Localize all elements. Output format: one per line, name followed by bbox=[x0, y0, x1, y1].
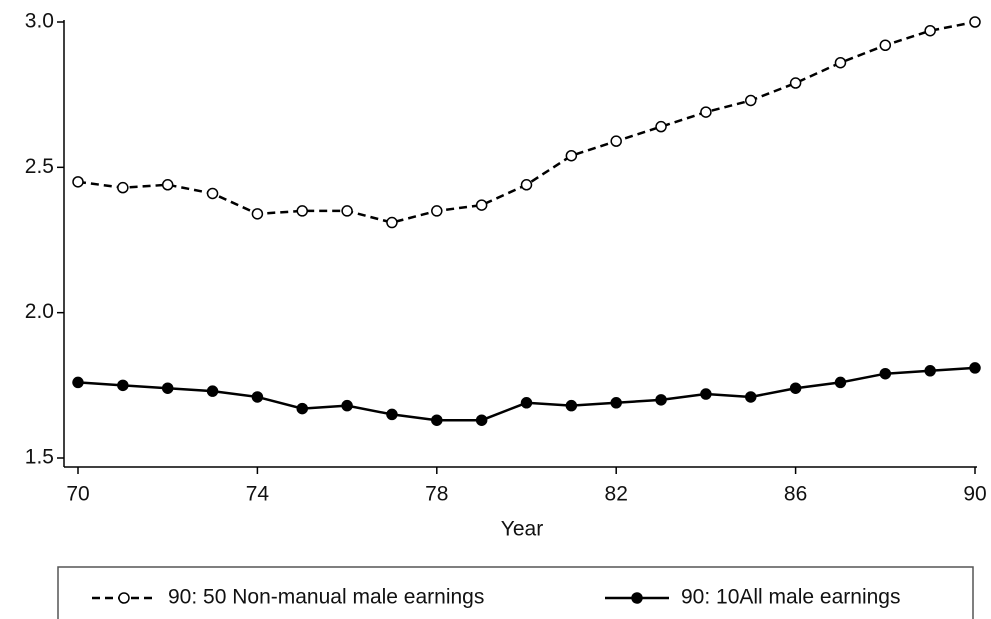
legend-label: 90: 10All male earnings bbox=[681, 586, 900, 609]
y-tick-label: 2.5 bbox=[25, 155, 54, 178]
x-axis-label: Year bbox=[501, 518, 543, 541]
legend-box bbox=[57, 566, 974, 619]
data-point bbox=[969, 16, 981, 28]
data-point bbox=[789, 382, 802, 394]
data-point bbox=[161, 382, 174, 394]
data-point bbox=[700, 106, 712, 118]
data-point bbox=[251, 208, 264, 220]
data-point bbox=[72, 176, 84, 188]
data-point bbox=[475, 199, 488, 211]
data-point bbox=[72, 376, 84, 389]
y-tick-label: 3.0 bbox=[25, 10, 54, 33]
data-point bbox=[296, 402, 308, 415]
data-point bbox=[341, 205, 353, 217]
data-point bbox=[789, 77, 802, 89]
x-tick-label: 70 bbox=[66, 483, 89, 506]
data-point bbox=[834, 376, 847, 389]
data-point bbox=[520, 397, 533, 409]
data-point bbox=[117, 181, 129, 194]
y-tick-label: 2.0 bbox=[25, 300, 54, 323]
legend-marker bbox=[118, 592, 130, 604]
data-point bbox=[475, 414, 488, 426]
data-point bbox=[969, 362, 981, 374]
data-point bbox=[610, 397, 622, 409]
data-point bbox=[879, 39, 892, 52]
data-point bbox=[655, 120, 667, 133]
data-point bbox=[745, 391, 757, 403]
data-point bbox=[565, 149, 578, 162]
data-point bbox=[431, 205, 443, 217]
data-point bbox=[206, 385, 219, 397]
data-point bbox=[386, 408, 398, 421]
data-point bbox=[251, 391, 264, 403]
data-point bbox=[341, 399, 353, 412]
x-tick-label: 86 bbox=[784, 483, 807, 506]
legend-marker bbox=[631, 592, 643, 604]
x-tick-label: 82 bbox=[605, 483, 628, 506]
data-point bbox=[834, 56, 847, 69]
data-point bbox=[565, 399, 578, 412]
data-point bbox=[520, 179, 533, 191]
data-point bbox=[386, 216, 398, 229]
y-tick-label: 1.5 bbox=[25, 446, 54, 469]
data-point bbox=[161, 179, 174, 191]
data-point bbox=[924, 365, 936, 377]
data-point bbox=[655, 394, 667, 406]
data-point bbox=[745, 94, 757, 107]
x-tick-label: 78 bbox=[425, 483, 448, 506]
legend-label: 90: 50 Non-manual male earnings bbox=[168, 586, 484, 609]
data-point bbox=[431, 414, 443, 426]
data-point bbox=[117, 379, 129, 392]
x-tick-label: 90 bbox=[963, 483, 986, 506]
data-point bbox=[610, 135, 622, 147]
data-point bbox=[879, 367, 892, 380]
data-point bbox=[296, 205, 308, 217]
data-point bbox=[700, 388, 712, 400]
x-tick-label: 74 bbox=[246, 483, 270, 506]
data-point bbox=[924, 24, 936, 37]
data-point bbox=[206, 187, 219, 200]
